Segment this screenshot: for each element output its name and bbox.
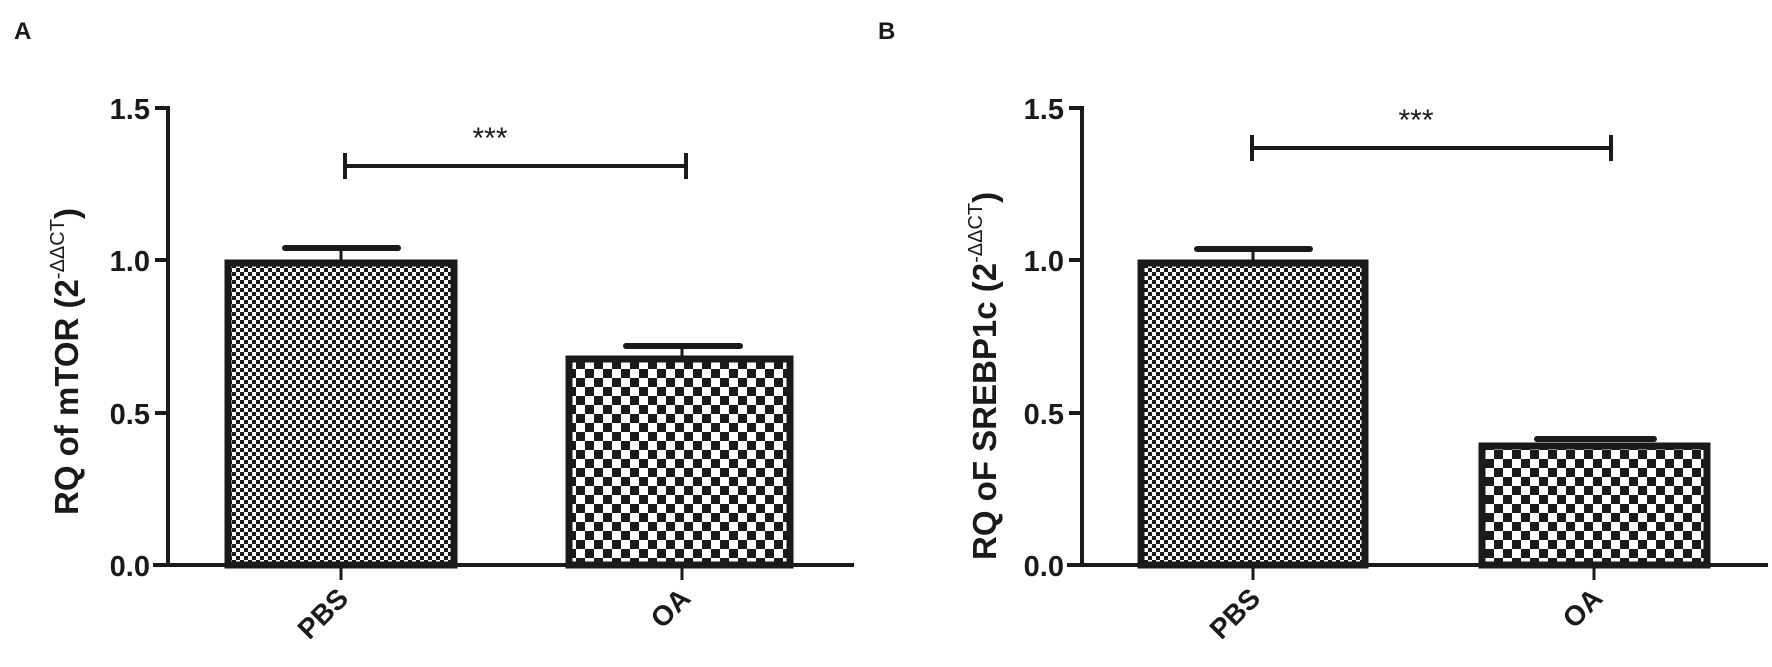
panel-a-letter: A bbox=[14, 18, 32, 45]
chart-a-ylabel: RQ of mTOR (2-ΔΔCT) bbox=[47, 208, 85, 515]
panel-b-letter: B bbox=[878, 18, 896, 45]
chart-a-significance-stars: *** bbox=[472, 122, 507, 155]
chart-a-ytick-label: 0.0 bbox=[110, 551, 150, 583]
chart-a-significance-bracket bbox=[343, 153, 688, 179]
chart-a-ytick-label: 1.0 bbox=[110, 246, 150, 278]
chart-a-xlabel-pbs: PBS bbox=[292, 582, 355, 645]
chart-b-ytick-label: 1.0 bbox=[1024, 246, 1064, 278]
chart-b-ylabel: RQ oF SREBP1c (2-ΔΔCT) bbox=[965, 192, 1003, 560]
chart-a-xlabel-oa: OA bbox=[645, 582, 697, 634]
chart-b: RQ oF SREBP1c (2-ΔΔCT) 1.5 1.0 0.5 0.0 P… bbox=[965, 94, 1768, 645]
chart-a: RQ of mTOR (2-ΔΔCT) 1.5 1.0 0.5 0.0 PBS … bbox=[47, 94, 854, 645]
chart-a-bar-pbs bbox=[224, 259, 458, 569]
chart-b-ytick-label: 0.0 bbox=[1024, 551, 1064, 583]
chart-a-ytick-label: 0.5 bbox=[110, 399, 150, 431]
chart-b-bar-oa bbox=[1478, 442, 1711, 569]
chart-a-ytick-label: 1.5 bbox=[110, 94, 150, 126]
chart-b-ytick-label: 0.5 bbox=[1024, 399, 1064, 431]
chart-b-ytick-label: 1.5 bbox=[1024, 94, 1064, 126]
chart-b-xlabel-pbs: PBS bbox=[1204, 582, 1267, 645]
chart-a-bar-oa bbox=[565, 355, 794, 569]
chart-b-significance-bracket bbox=[1250, 135, 1613, 161]
chart-b-significance-stars: *** bbox=[1398, 104, 1433, 137]
chart-b-xlabel-oa: OA bbox=[1557, 582, 1609, 634]
chart-b-bar-pbs bbox=[1137, 259, 1369, 569]
